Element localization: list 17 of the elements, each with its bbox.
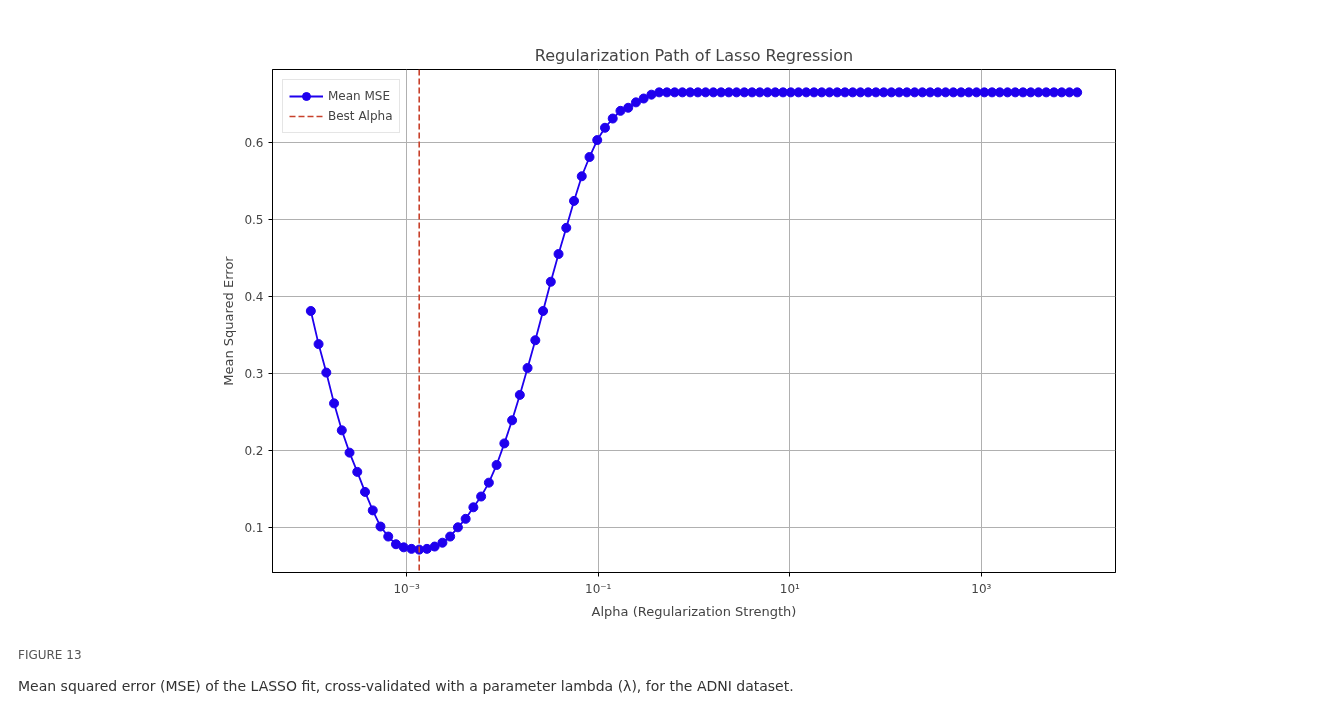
y-tick-label: 0.4 [244, 289, 264, 304]
y-tick-label: 0.3 [244, 366, 264, 381]
y-tick-label: 0.6 [244, 135, 264, 150]
y-axis-title: Mean Squared Error [221, 255, 237, 386]
y-tick-label: 0.2 [244, 443, 264, 458]
text: Mean squared error (MSE) of the LASSO fit, cross-validated with a parameter lambda (λ), for the ADNI dataset. [18, 677, 794, 697]
y-tick-label: 0.5 [244, 212, 264, 227]
x-tick-label: 10¹ [779, 581, 801, 596]
chart-title: Regularization Path of Lasso Regression [534, 45, 854, 65]
caption: FIGURE 13 [18, 647, 82, 664]
x-tick-label: 10⁻¹ [585, 581, 612, 596]
x-tick-label: 10³ [971, 581, 992, 596]
x-tick-label: 10⁻³ [393, 581, 421, 596]
y-tick-label: 0.1 [244, 520, 264, 535]
legend-label: Mean MSE [328, 89, 391, 103]
ref-line-label: Best Alpha [328, 109, 393, 123]
x-axis-title: Alpha (Regularization Strength) [591, 603, 797, 619]
